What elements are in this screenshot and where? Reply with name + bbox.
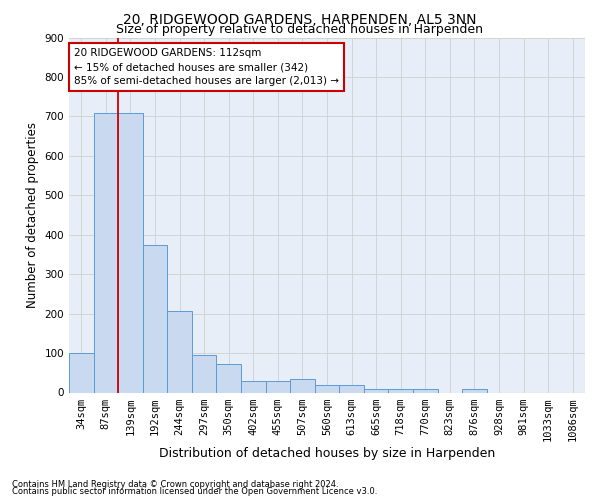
Bar [266, 380, 290, 392]
Bar [315, 384, 339, 392]
Bar [462, 388, 487, 392]
Bar [413, 388, 437, 392]
Bar [217, 364, 241, 392]
Bar [118, 113, 143, 392]
Text: 20, RIDGEWOOD GARDENS, HARPENDEN, AL5 3NN: 20, RIDGEWOOD GARDENS, HARPENDEN, AL5 3N… [123, 12, 477, 26]
Bar [290, 378, 315, 392]
Text: Contains HM Land Registry data © Crown copyright and database right 2024.: Contains HM Land Registry data © Crown c… [12, 480, 338, 489]
Text: Size of property relative to detached houses in Harpenden: Size of property relative to detached ho… [116, 22, 484, 36]
Bar [241, 380, 266, 392]
Bar [192, 354, 217, 393]
Text: Contains public sector information licensed under the Open Government Licence v3: Contains public sector information licen… [12, 487, 377, 496]
Bar [69, 352, 94, 393]
Bar [94, 113, 118, 392]
Text: 20 RIDGEWOOD GARDENS: 112sqm
← 15% of detached houses are smaller (342)
85% of s: 20 RIDGEWOOD GARDENS: 112sqm ← 15% of de… [74, 48, 339, 86]
Bar [143, 244, 167, 392]
X-axis label: Distribution of detached houses by size in Harpenden: Distribution of detached houses by size … [159, 446, 495, 460]
Y-axis label: Number of detached properties: Number of detached properties [26, 122, 39, 308]
Bar [167, 311, 192, 392]
Bar [388, 388, 413, 392]
Bar [339, 384, 364, 392]
Bar [364, 388, 388, 392]
